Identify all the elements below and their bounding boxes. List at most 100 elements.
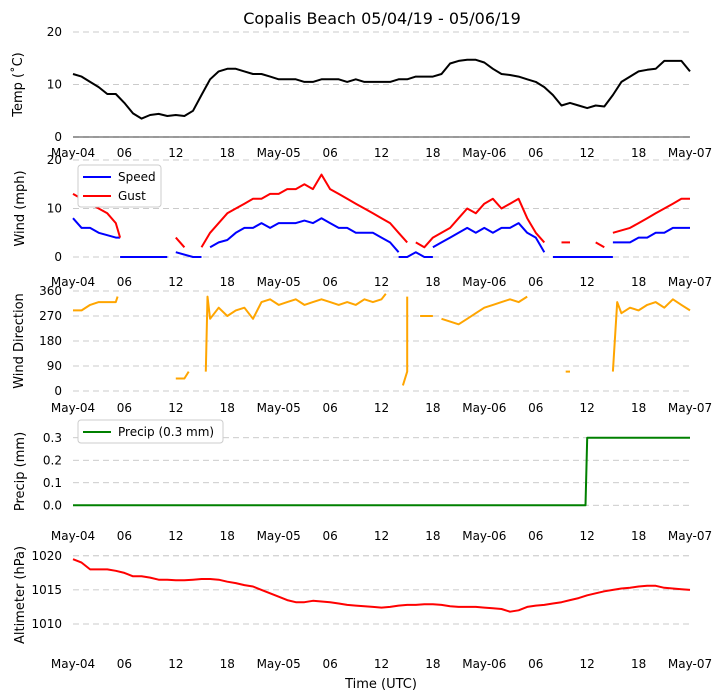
wind-line bbox=[595, 241, 605, 249]
direction-xtick-label: 18 bbox=[425, 401, 440, 415]
precip-line bbox=[73, 436, 690, 507]
temp-xtick-label: 06 bbox=[528, 146, 543, 160]
wind-line bbox=[612, 197, 690, 234]
altimeter-xtick-label: 06 bbox=[322, 657, 337, 671]
altimeter-ytick-label: 1015 bbox=[31, 583, 62, 597]
precip-xtick-label: 06 bbox=[528, 529, 543, 543]
direction-line bbox=[401, 296, 409, 386]
precip-xtick-label: 12 bbox=[168, 529, 183, 543]
altimeter-xtick-label: May-04 bbox=[51, 657, 95, 671]
altimeter-xtick-label: 06 bbox=[117, 657, 132, 671]
direction-ytick-label: 360 bbox=[39, 284, 62, 298]
precip-xtick-label: 18 bbox=[631, 529, 646, 543]
direction-ytick-label: 180 bbox=[39, 334, 62, 348]
direction-xtick-label: May-04 bbox=[51, 401, 95, 415]
wind-line bbox=[175, 236, 186, 248]
precip-xtick-label: 18 bbox=[425, 529, 440, 543]
temp-xtick-label: May-05 bbox=[257, 146, 301, 160]
temp-panel: 0 10 20 Temp (˚C) May-04 06 12 18 May-05 06 12 18 Ma… bbox=[10, 25, 712, 160]
altimeter-xtick-label: May-05 bbox=[257, 657, 301, 671]
temp-y-axis-label: Temp (˚C) bbox=[10, 52, 26, 118]
temp-series-temp bbox=[72, 58, 691, 120]
wind-xtick-label: May-06 bbox=[462, 275, 506, 289]
precip-ytick-label: 0.3 bbox=[43, 431, 62, 445]
wind-xtick-label: 12 bbox=[580, 275, 595, 289]
precip-ytick-label: 0.1 bbox=[43, 476, 62, 490]
precip-xtick-label: 12 bbox=[580, 529, 595, 543]
wind-xtick-label: May-05 bbox=[257, 275, 301, 289]
temp-xtick-label: May-04 bbox=[51, 146, 95, 160]
temp-xtick-label: 18 bbox=[220, 146, 235, 160]
altimeter-xtick-label: 18 bbox=[631, 657, 646, 671]
temp-xtick-label: 12 bbox=[168, 146, 183, 160]
direction-xtick-label: May-07 bbox=[668, 401, 712, 415]
temp-xtick-label: 12 bbox=[374, 146, 389, 160]
direction-xtick-label: 12 bbox=[168, 401, 183, 415]
wind-line bbox=[398, 251, 433, 258]
direction-xtick-label: 18 bbox=[220, 401, 235, 415]
direction-xtick-label: 06 bbox=[322, 401, 337, 415]
precip-ytick-label: 0.0 bbox=[43, 498, 62, 512]
temp-xtick-label: 12 bbox=[580, 146, 595, 160]
direction-line bbox=[175, 371, 190, 380]
wind-xtick-label: 12 bbox=[168, 275, 183, 289]
direction-line bbox=[73, 296, 119, 312]
altimeter-xtick-label: 18 bbox=[220, 657, 235, 671]
wind-y-axis-label: Wind (mph) bbox=[13, 170, 28, 246]
wind-xtick-label: 18 bbox=[425, 275, 440, 289]
altimeter-line bbox=[72, 558, 691, 613]
temp-xtick-label: 06 bbox=[117, 146, 132, 160]
wind-xtick-label: 06 bbox=[117, 275, 132, 289]
precip-xtick-label: 18 bbox=[220, 529, 235, 543]
altimeter-ytick-label: 1010 bbox=[31, 617, 62, 631]
wind-line bbox=[72, 217, 121, 239]
direction-xtick-label: 12 bbox=[374, 401, 389, 415]
precip-xtick-label: May-05 bbox=[257, 529, 301, 543]
direction-line bbox=[441, 295, 528, 326]
precip-legend: Precip (0.3 mm) bbox=[77, 419, 224, 444]
altimeter-xtick-label: May-07 bbox=[668, 657, 712, 671]
wind-xtick-label: 18 bbox=[220, 275, 235, 289]
precip-xtick-label: May-07 bbox=[668, 529, 712, 543]
wind-panel: 0 10 20 Wind (mph) May-04 06 12 18 May-05 06 12 18 M… bbox=[13, 153, 712, 289]
temp-xtick-label: May-06 bbox=[462, 146, 506, 160]
wind-series-gust bbox=[72, 173, 690, 249]
temp-ytick-label: 10 bbox=[47, 78, 62, 92]
precip-y-axis-label: Precip (mm) bbox=[13, 432, 28, 511]
precip-ytick-label: 0.2 bbox=[43, 453, 62, 467]
wind-series-speed bbox=[72, 217, 690, 258]
temp-ytick-label: 20 bbox=[47, 25, 62, 39]
wind-xtick-label: 06 bbox=[528, 275, 543, 289]
temp-xtick-label: May-07 bbox=[668, 146, 712, 160]
precip-xtick-label: May-06 bbox=[462, 529, 506, 543]
wind-line bbox=[612, 226, 690, 244]
altimeter-xtick-label: 12 bbox=[374, 657, 389, 671]
direction-xtick-label: 12 bbox=[580, 401, 595, 415]
chart-title: Copalis Beach 05/04/19 - 05/06/19 bbox=[243, 9, 521, 28]
temp-xtick-label: 18 bbox=[425, 146, 440, 160]
precip-legend-box bbox=[77, 419, 224, 444]
x-axis-label: Time (UTC) bbox=[344, 677, 417, 692]
temp-xtick-label: 06 bbox=[322, 146, 337, 160]
wind-ytick-label: 20 bbox=[47, 153, 62, 167]
wind-line bbox=[175, 251, 202, 258]
altimeter-xtick-label: 12 bbox=[580, 657, 595, 671]
wind-line bbox=[415, 197, 546, 249]
wind-xtick-label: May-04 bbox=[51, 275, 95, 289]
direction-ytick-label: 0 bbox=[54, 384, 62, 398]
wind-line bbox=[200, 173, 408, 248]
direction-xtick-label: 06 bbox=[528, 401, 543, 415]
direction-y-axis-label: Wind Direction bbox=[12, 293, 27, 389]
altimeter-xtick-label: 18 bbox=[425, 657, 440, 671]
altimeter-xtick-label: 06 bbox=[528, 657, 543, 671]
wind-legend-label: Speed bbox=[118, 170, 156, 184]
wind-line bbox=[209, 217, 400, 253]
temp-ytick-label: 0 bbox=[54, 130, 62, 144]
panels: 0 10 20 Temp (˚C) May-04 06 12 18 May-05 06 12 18 Ma… bbox=[10, 25, 712, 671]
wind-legend-label: Gust bbox=[118, 189, 146, 203]
direction-series-direction bbox=[73, 293, 691, 386]
altimeter-xtick-label: May-06 bbox=[462, 657, 506, 671]
precip-xtick-label: May-04 bbox=[51, 529, 95, 543]
direction-ytick-label: 90 bbox=[47, 359, 62, 373]
